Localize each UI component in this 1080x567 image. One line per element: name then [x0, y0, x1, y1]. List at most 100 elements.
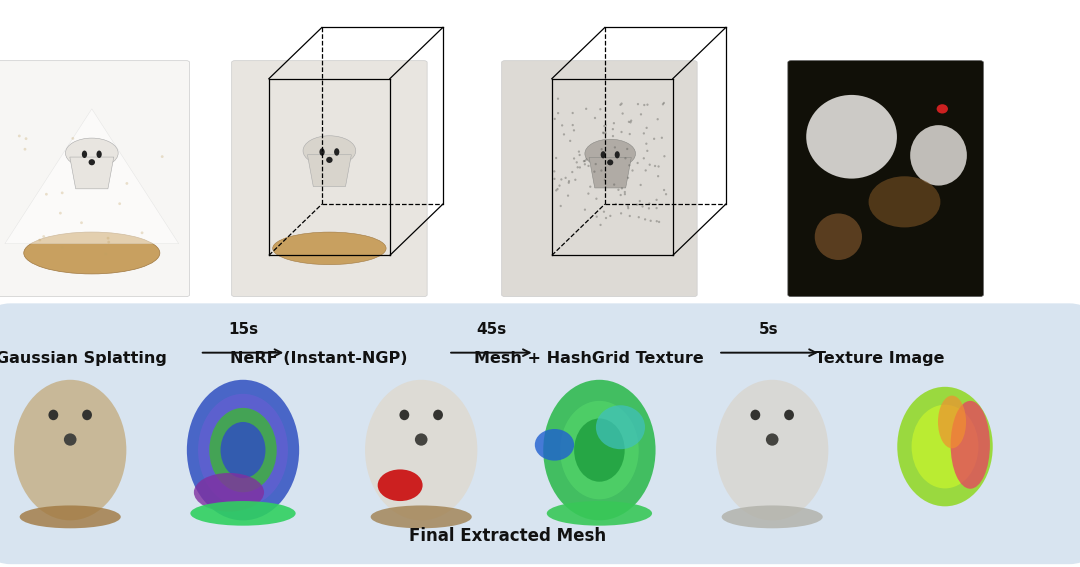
- Text: Gaussian Splatting: Gaussian Splatting: [0, 351, 166, 366]
- Ellipse shape: [106, 168, 108, 171]
- Ellipse shape: [636, 162, 638, 164]
- Ellipse shape: [629, 133, 631, 135]
- Ellipse shape: [646, 104, 649, 106]
- Ellipse shape: [632, 170, 634, 172]
- Ellipse shape: [320, 148, 325, 156]
- Ellipse shape: [553, 177, 555, 180]
- Ellipse shape: [575, 179, 577, 181]
- Ellipse shape: [554, 118, 556, 120]
- Ellipse shape: [936, 104, 948, 113]
- Ellipse shape: [644, 104, 646, 106]
- Ellipse shape: [556, 188, 558, 191]
- Ellipse shape: [571, 112, 573, 114]
- Ellipse shape: [643, 132, 645, 134]
- Ellipse shape: [600, 151, 606, 158]
- Ellipse shape: [630, 120, 632, 122]
- Ellipse shape: [595, 215, 598, 218]
- Ellipse shape: [140, 231, 144, 234]
- Ellipse shape: [433, 409, 443, 420]
- Ellipse shape: [612, 122, 615, 124]
- Ellipse shape: [721, 505, 823, 528]
- Ellipse shape: [105, 253, 107, 255]
- Ellipse shape: [645, 142, 648, 145]
- Ellipse shape: [583, 163, 586, 166]
- Ellipse shape: [557, 98, 559, 100]
- Ellipse shape: [624, 193, 626, 195]
- Ellipse shape: [96, 150, 102, 158]
- Ellipse shape: [627, 207, 630, 209]
- Ellipse shape: [565, 177, 567, 179]
- Ellipse shape: [190, 501, 296, 526]
- Ellipse shape: [642, 205, 644, 208]
- Ellipse shape: [24, 148, 26, 151]
- Ellipse shape: [563, 133, 565, 136]
- Ellipse shape: [595, 163, 597, 165]
- Ellipse shape: [621, 187, 623, 189]
- Ellipse shape: [620, 212, 622, 214]
- FancyBboxPatch shape: [787, 61, 983, 297]
- Ellipse shape: [751, 409, 760, 420]
- Ellipse shape: [578, 150, 580, 153]
- Ellipse shape: [649, 219, 652, 222]
- Ellipse shape: [630, 121, 632, 124]
- Ellipse shape: [568, 180, 570, 183]
- Ellipse shape: [618, 189, 620, 191]
- Ellipse shape: [561, 124, 564, 126]
- Ellipse shape: [613, 183, 616, 186]
- Ellipse shape: [603, 132, 605, 134]
- Ellipse shape: [187, 380, 299, 521]
- Ellipse shape: [24, 232, 160, 274]
- Ellipse shape: [663, 155, 665, 158]
- Ellipse shape: [624, 157, 626, 159]
- Ellipse shape: [575, 418, 624, 482]
- Ellipse shape: [558, 184, 561, 187]
- Ellipse shape: [937, 396, 966, 448]
- FancyBboxPatch shape: [0, 61, 190, 297]
- Ellipse shape: [620, 131, 623, 133]
- Ellipse shape: [611, 128, 615, 130]
- Ellipse shape: [648, 202, 650, 205]
- Text: NeRF (Instant-NGP): NeRF (Instant-NGP): [230, 351, 407, 366]
- Ellipse shape: [806, 95, 896, 179]
- Ellipse shape: [662, 103, 664, 105]
- Ellipse shape: [194, 473, 265, 511]
- Ellipse shape: [59, 211, 62, 214]
- Ellipse shape: [577, 166, 579, 168]
- Ellipse shape: [561, 401, 638, 500]
- Ellipse shape: [766, 433, 779, 446]
- Ellipse shape: [378, 469, 422, 501]
- Ellipse shape: [569, 139, 571, 142]
- Ellipse shape: [663, 102, 665, 104]
- Ellipse shape: [546, 501, 652, 526]
- Ellipse shape: [585, 139, 635, 168]
- Ellipse shape: [543, 380, 656, 521]
- Ellipse shape: [25, 137, 27, 140]
- Ellipse shape: [572, 129, 575, 132]
- Text: Mesh + HashGrid Texture: Mesh + HashGrid Texture: [474, 351, 703, 366]
- Ellipse shape: [784, 409, 794, 420]
- Ellipse shape: [646, 126, 648, 129]
- Ellipse shape: [648, 207, 650, 209]
- Ellipse shape: [595, 197, 597, 200]
- Ellipse shape: [64, 433, 77, 446]
- Ellipse shape: [620, 194, 622, 196]
- Ellipse shape: [572, 157, 576, 160]
- Ellipse shape: [107, 241, 110, 244]
- Ellipse shape: [42, 235, 45, 238]
- Ellipse shape: [661, 137, 663, 139]
- Ellipse shape: [912, 405, 978, 488]
- Polygon shape: [5, 109, 179, 244]
- Ellipse shape: [590, 185, 592, 188]
- Ellipse shape: [594, 117, 596, 119]
- Ellipse shape: [897, 387, 993, 506]
- Ellipse shape: [629, 164, 631, 167]
- FancyBboxPatch shape: [0, 303, 1080, 564]
- Ellipse shape: [638, 200, 640, 202]
- Ellipse shape: [657, 175, 659, 177]
- Ellipse shape: [579, 166, 581, 168]
- Ellipse shape: [568, 181, 570, 184]
- Ellipse shape: [561, 178, 563, 181]
- Ellipse shape: [626, 148, 629, 150]
- Ellipse shape: [210, 408, 276, 492]
- Ellipse shape: [585, 108, 588, 110]
